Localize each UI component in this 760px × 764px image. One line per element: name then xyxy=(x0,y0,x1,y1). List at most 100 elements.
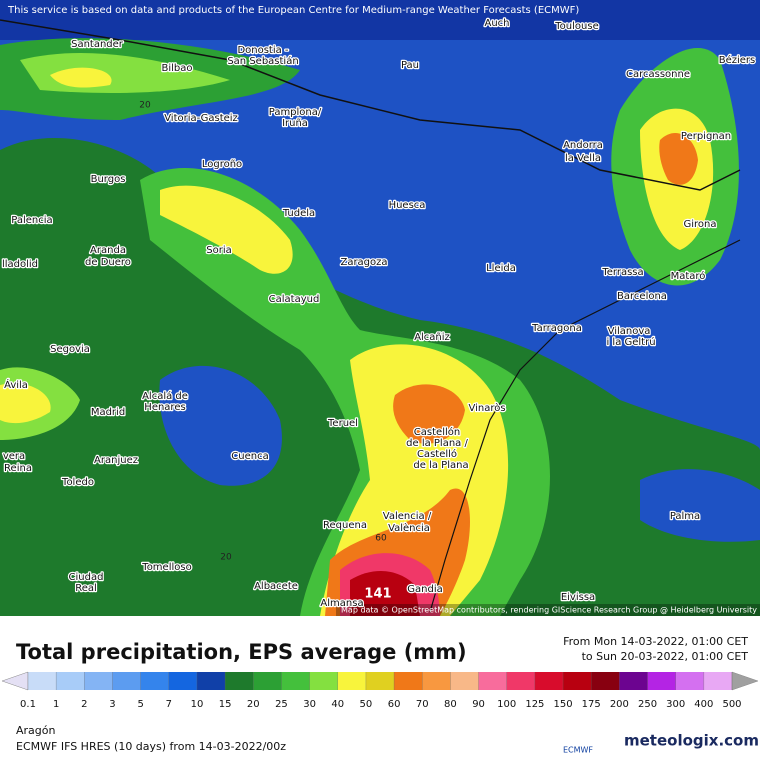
colorbar-swatch xyxy=(450,672,480,690)
city-label: Castelló xyxy=(417,448,457,460)
colorbar-label: 5 xyxy=(137,699,143,710)
city-label: Burgos xyxy=(91,174,126,185)
city-label: Carcassonne xyxy=(626,69,690,80)
colorbar-arrow-right xyxy=(731,671,759,691)
legend-title: Total precipitation, EPS average (mm) xyxy=(16,640,467,664)
city-label: Teruel xyxy=(327,418,358,429)
city-label: Palma xyxy=(670,511,700,522)
city-label: Logroño xyxy=(202,159,242,170)
colorbar-swatch xyxy=(168,672,198,690)
colorbar-swatch xyxy=(28,672,57,690)
period-to: to Sun 20-03-2022, 01:00 CET xyxy=(582,650,749,663)
colorbar-label: 300 xyxy=(666,699,685,710)
city-label: Santander xyxy=(71,39,124,50)
city-label: Almansa xyxy=(320,598,363,609)
colorbar-label: 50 xyxy=(360,699,373,710)
contour-label: 20 xyxy=(220,553,232,563)
city-label: de Duero xyxy=(85,257,131,268)
city-label: Soria xyxy=(206,245,231,256)
colorbar-label: 500 xyxy=(722,699,741,710)
colorbar-label: 10 xyxy=(191,699,204,710)
city-label: la Vella xyxy=(565,153,601,164)
city-label: Girona xyxy=(683,219,716,230)
colorbar-label: 150 xyxy=(553,699,572,710)
colorbar-swatch xyxy=(478,672,508,690)
city-label: Andorra xyxy=(563,140,603,151)
colorbar-swatch xyxy=(253,672,282,690)
city-label: lladolid xyxy=(2,259,38,270)
colorbar-swatch xyxy=(112,672,142,690)
city-label: Zaragoza xyxy=(340,257,387,268)
city-label: vera xyxy=(3,451,25,462)
colorbar-label: 250 xyxy=(638,699,657,710)
city-label: de la Plana / xyxy=(406,438,468,449)
colorbar-label: 70 xyxy=(416,699,429,710)
colorbar-swatch xyxy=(563,672,592,690)
city-label: Donostia - xyxy=(237,45,288,56)
colorbar-label: 40 xyxy=(331,699,344,710)
max-label: 141 xyxy=(364,587,391,602)
city-label: Reina xyxy=(4,463,32,474)
colorbar: 0.1 1 2 3 5 7 10 15 20 25 30 40 50 60 70 80 90 100 125 150 1… xyxy=(1,671,759,710)
colorbar-label: 3 xyxy=(109,699,115,710)
colorbar-swatch xyxy=(591,672,620,690)
city-label: Vinaròs xyxy=(468,402,505,414)
colorbar-label: 25 xyxy=(275,699,288,710)
city-label: Segovia xyxy=(50,344,90,355)
colorbar-arrow-left xyxy=(1,671,29,691)
colorbar-label: 175 xyxy=(582,699,601,710)
city-label: Castellón xyxy=(414,426,460,438)
city-label: Pamplona/ xyxy=(269,107,322,118)
city-label: Terrassa xyxy=(601,267,643,278)
city-label: Alcañiz xyxy=(414,332,450,343)
colorbar-swatch xyxy=(675,672,705,690)
city-label: Gandia xyxy=(407,584,442,595)
meteologix-logo: meteologix.com xyxy=(624,732,759,750)
colorbar-swatch xyxy=(56,672,85,690)
city-label: Toledo xyxy=(61,477,94,488)
map: This service is based on data and produc… xyxy=(0,0,760,616)
city-label: Ávila xyxy=(4,378,28,391)
city-label: Henares xyxy=(144,402,185,413)
colorbar-label: 90 xyxy=(472,699,485,710)
city-label: Eivissa xyxy=(561,592,595,603)
city-label: Perpignan xyxy=(681,131,731,142)
city-label: i la Geltrú xyxy=(606,336,655,348)
colorbar-label: 30 xyxy=(303,699,316,710)
colorbar-swatch xyxy=(619,672,649,690)
contour-label: 60 xyxy=(375,534,387,544)
colorbar-swatch xyxy=(534,672,564,690)
city-label: Bilbao xyxy=(161,63,192,74)
city-label: Tomelloso xyxy=(141,562,191,573)
colorbar-swatch xyxy=(365,672,395,690)
colorbar-swatch xyxy=(647,672,677,690)
colorbar-swatch xyxy=(337,672,367,690)
city-label: Albacete xyxy=(254,581,298,592)
city-label: de la Plana xyxy=(413,460,468,471)
city-label: Palencia xyxy=(11,215,52,226)
colorbar-label: 200 xyxy=(610,699,629,710)
colorbar-swatch xyxy=(422,672,451,690)
city-label: Vitoria-Gasteiz xyxy=(164,113,238,124)
city-label: València xyxy=(388,522,430,534)
city-label: Aranjuez xyxy=(94,455,138,466)
city-label: Cuenca xyxy=(231,451,268,462)
model-info: ECMWF IFS HRES (10 days) from 14-03-2022… xyxy=(16,740,286,753)
colorbar-label: 2 xyxy=(81,699,87,710)
attribution: Map data © OpenStreetMap contributors, r… xyxy=(341,606,757,615)
city-label: San Sebastián xyxy=(227,55,298,67)
city-label: Vilanova xyxy=(608,326,651,337)
colorbar-label: 20 xyxy=(247,699,260,710)
city-label: Real xyxy=(75,583,97,594)
colorbar-label: 80 xyxy=(444,699,457,710)
city-label: Ciudad xyxy=(69,572,104,583)
city-label: Mataró xyxy=(671,270,706,282)
contour-label: 20 xyxy=(139,101,151,111)
city-label: Barcelona xyxy=(617,291,667,302)
region: Aragón xyxy=(16,724,56,737)
city-label: Alcalá de xyxy=(142,390,188,402)
city-label: Valencia / xyxy=(383,511,432,522)
colorbar-label: 7 xyxy=(166,699,172,710)
